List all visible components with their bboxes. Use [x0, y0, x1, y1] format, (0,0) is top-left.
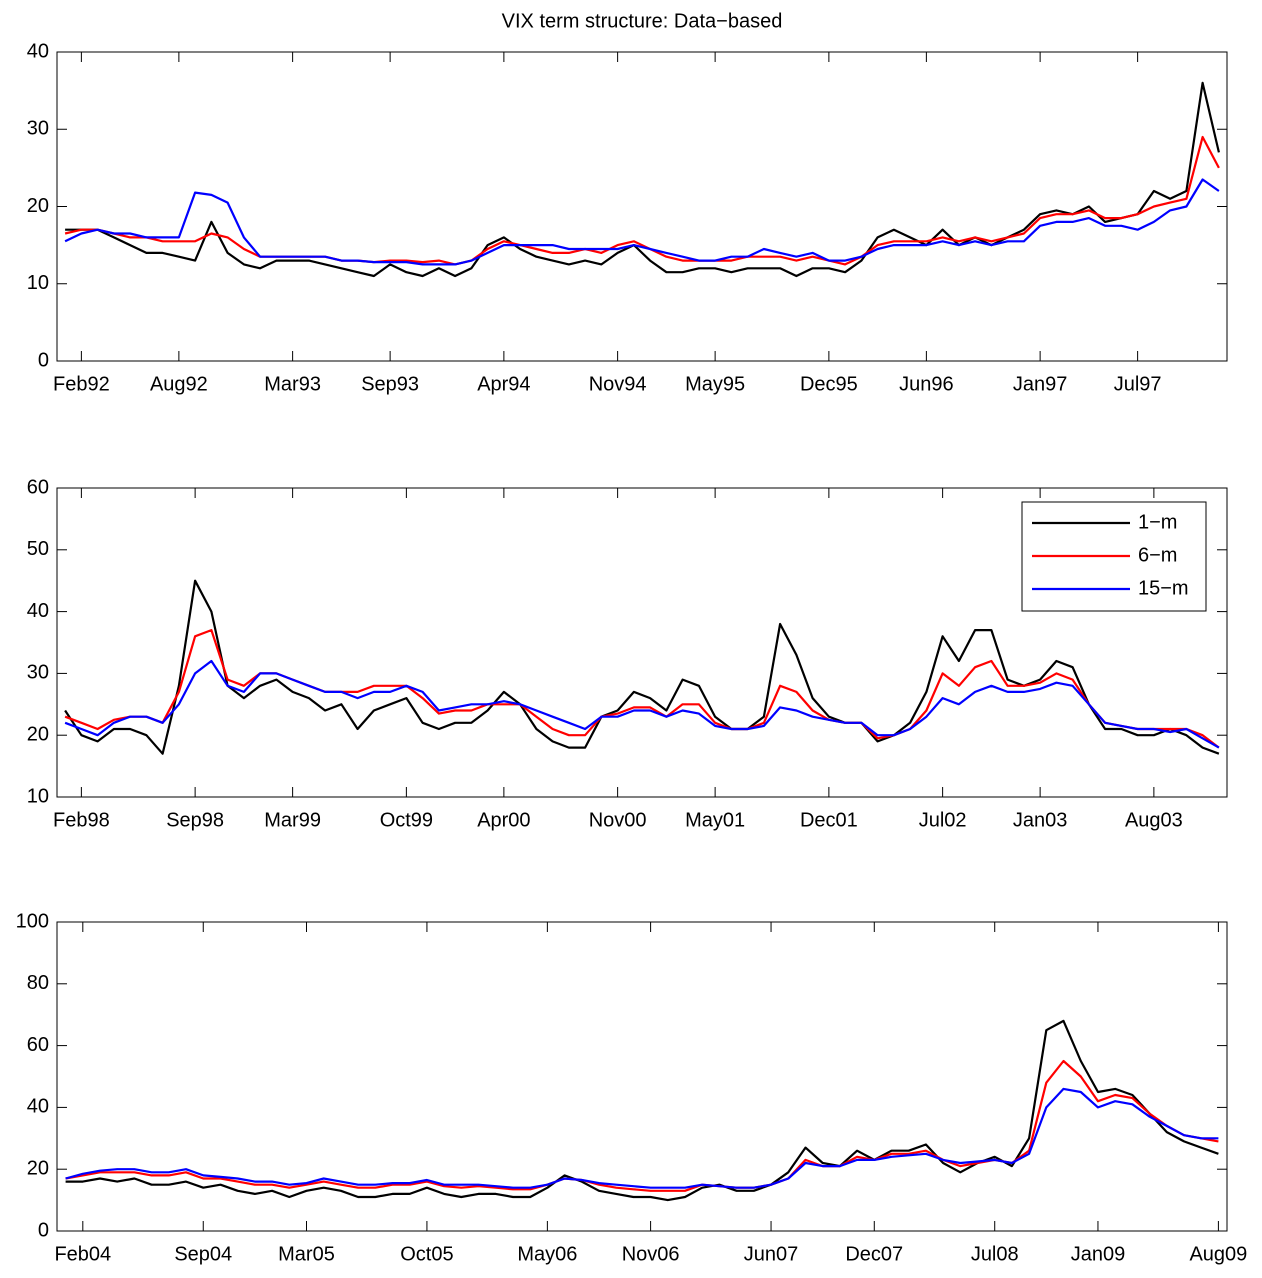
axes-box	[56, 487, 1228, 798]
axes-box	[56, 921, 1228, 1232]
x-tick-label: Apr00	[477, 809, 530, 831]
series-line	[64, 178, 1220, 266]
plot-area	[64, 81, 1220, 278]
legend-label: 1−m	[1138, 511, 1177, 533]
plot-area	[64, 579, 1220, 755]
y-tick-label: 100	[16, 910, 49, 932]
series-line	[65, 81, 1220, 278]
x-tick-label: Dec07	[845, 1243, 903, 1265]
y-tick-label: 10	[27, 272, 49, 294]
x-tick-label: May06	[517, 1243, 577, 1265]
series-line	[64, 659, 1220, 749]
x-tick-label: Nov06	[622, 1243, 680, 1265]
y-tick-label: 40	[27, 600, 49, 622]
y-tick-label: 30	[27, 118, 49, 140]
y-tick-label: 0	[38, 1219, 49, 1241]
series-line	[65, 1059, 1219, 1192]
x-tick-label: Jan09	[1071, 1243, 1126, 1265]
series-line	[65, 1019, 1219, 1202]
y-tick-label: 0	[38, 349, 49, 371]
series-line	[64, 135, 1220, 266]
legend-label: 6−m	[1138, 544, 1177, 566]
axes-box	[56, 51, 1228, 362]
x-tick-label: Nov94	[589, 373, 647, 395]
x-tick-label: Oct99	[380, 809, 433, 831]
x-tick-label: Sep04	[174, 1243, 232, 1265]
x-tick-label: Mar99	[264, 809, 321, 831]
x-tick-label: Jan97	[1013, 373, 1068, 395]
y-tick-label: 20	[27, 723, 49, 745]
x-tick-label: Jun07	[744, 1243, 799, 1265]
y-tick-label: 40	[27, 40, 49, 62]
x-tick-label: Sep93	[361, 373, 419, 395]
y-tick-label: 30	[27, 662, 49, 684]
x-tick-label: Jan03	[1013, 809, 1068, 831]
y-tick-label: 20	[27, 1157, 49, 1179]
x-tick-label: Oct05	[400, 1243, 453, 1265]
x-tick-label: Aug92	[150, 373, 208, 395]
x-tick-label: May01	[685, 809, 745, 831]
y-tick-label: 60	[27, 1034, 49, 1056]
x-tick-label: Dec01	[800, 809, 858, 831]
x-tick-label: Mar05	[278, 1243, 335, 1265]
series-line	[65, 1087, 1219, 1189]
x-tick-label: Jul02	[919, 809, 967, 831]
x-tick-label: May95	[685, 373, 745, 395]
x-tick-label: Feb04	[54, 1243, 111, 1265]
x-tick-label: Jul97	[1114, 373, 1162, 395]
x-tick-label: Dec95	[800, 373, 858, 395]
y-tick-label: 20	[27, 195, 49, 217]
x-tick-label: Apr94	[477, 373, 530, 395]
x-tick-label: Jul08	[971, 1243, 1019, 1265]
x-tick-label: Nov00	[589, 809, 647, 831]
legend-label: 15−m	[1138, 577, 1189, 599]
plot-area	[65, 1019, 1219, 1202]
chart-title: VIX term structure: Data−based	[502, 10, 783, 32]
y-tick-label: 50	[27, 538, 49, 560]
y-tick-label: 10	[27, 785, 49, 807]
x-tick-label: Aug03	[1125, 809, 1183, 831]
y-tick-label: 80	[27, 972, 49, 994]
x-tick-label: Mar93	[264, 373, 321, 395]
y-tick-label: 40	[27, 1096, 49, 1118]
x-tick-label: Jun96	[899, 373, 954, 395]
y-tick-label: 60	[27, 476, 49, 498]
x-tick-label: Feb98	[53, 809, 110, 831]
x-tick-label: Feb92	[53, 373, 110, 395]
x-tick-label: Sep98	[166, 809, 224, 831]
x-tick-label: Aug09	[1189, 1243, 1247, 1265]
